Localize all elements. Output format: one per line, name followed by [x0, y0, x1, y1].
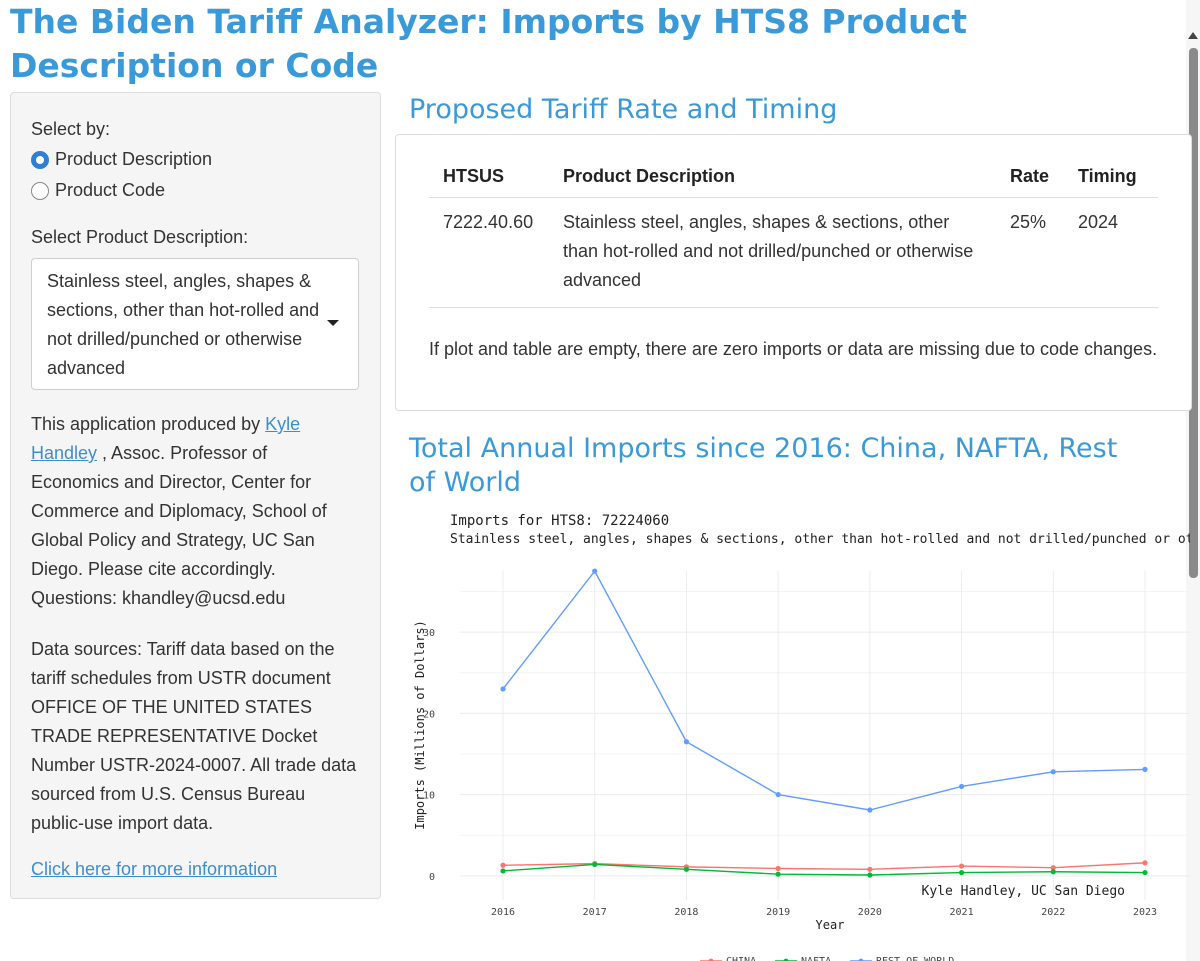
- chart-title: Imports for HTS8: 72224060: [450, 513, 669, 529]
- col-rate: Rate: [996, 157, 1064, 198]
- credit-prefix: This application produced by: [31, 414, 266, 434]
- legend-swatch-dot: [708, 958, 714, 961]
- table-header-row: HTSUS Product Description Rate Timing: [429, 157, 1158, 198]
- chart-caption: Kyle Handley, UC San Diego: [922, 884, 1126, 899]
- credit-suffix: , Assoc. Professor of Economics and Dire…: [31, 443, 327, 608]
- data-point: [592, 568, 598, 574]
- radio-label-code: Product Code: [55, 180, 166, 200]
- y-tick-label: 10: [423, 791, 435, 802]
- series-line: [502, 569, 1146, 811]
- series-line: [502, 862, 1146, 871]
- data-point: [958, 783, 965, 790]
- author-link[interactable]: Kyle Handley: [31, 414, 301, 463]
- data-point: [1142, 869, 1148, 876]
- legend-label: NAFTA: [801, 956, 831, 961]
- data-point: [958, 869, 965, 876]
- data-point: [683, 866, 690, 872]
- radio-label-description: Product Description: [55, 149, 213, 169]
- legend-swatch-dot: [783, 958, 789, 961]
- radio-checked-icon[interactable]: [31, 150, 49, 169]
- col-description: Product Description: [549, 157, 996, 198]
- cell-htsus: 7222.40.60: [429, 197, 549, 308]
- scroll-up-arrow-icon[interactable]: [1188, 32, 1198, 39]
- data-point: [775, 871, 781, 877]
- y-tick-label: 20: [423, 709, 435, 720]
- data-sources-paragraph: Data sources: Tariff data based on the t…: [31, 639, 357, 833]
- product-description-select[interactable]: Stainless steel, angles, shapes & sectio…: [31, 258, 359, 390]
- data-point: [867, 866, 873, 872]
- rate-panel: HTSUS Product Description Rate Timing 72…: [395, 134, 1192, 411]
- chart-subtitle: Stainless steel, angles, shapes & sectio…: [450, 532, 1190, 547]
- y-axis-label: Imports (Millions of Dollars): [413, 620, 427, 830]
- imports-chart: Imports for HTS8: 72224060 Stainless ste…: [400, 505, 1200, 961]
- col-htsus: HTSUS: [429, 157, 549, 198]
- radio-product-description[interactable]: Product Description: [31, 144, 360, 175]
- data-point: [1050, 865, 1056, 871]
- chart-legend: CHINA NAFTA REST OF WORLD: [700, 956, 954, 961]
- legend-label: REST OF WORLD: [876, 956, 954, 961]
- cell-timing: 2024: [1064, 197, 1158, 308]
- rate-table: HTSUS Product Description Rate Timing 72…: [429, 157, 1158, 308]
- data-point: [1142, 766, 1148, 772]
- imports-chart-svg: Imports for HTS8: 72224060 Stainless ste…: [413, 513, 1200, 961]
- series-line: [502, 863, 1146, 876]
- data-point: [958, 863, 965, 869]
- x-tick-label: 2023: [1133, 907, 1157, 918]
- x-tick-label: 2019: [766, 907, 790, 918]
- data-point: [867, 807, 873, 813]
- x-tick-label: 2016: [491, 907, 515, 918]
- data-point: [867, 872, 873, 878]
- data-point: [683, 739, 690, 745]
- table-row: 7222.40.60 Stainless steel, angles, shap…: [429, 197, 1158, 308]
- selected-description-value: Stainless steel, angles, shapes & sectio…: [47, 271, 320, 378]
- x-axis-label: Year: [816, 918, 845, 932]
- col-timing: Timing: [1064, 157, 1158, 198]
- x-tick-label: 2022: [1041, 907, 1065, 918]
- data-point: [500, 868, 506, 874]
- cell-rate: 25%: [996, 197, 1064, 308]
- radio-product-code[interactable]: Product Code: [31, 175, 360, 206]
- data-point: [592, 861, 598, 868]
- select-description-label: Select Product Description:: [31, 227, 249, 247]
- imports-section-title: Total Annual Imports since 2016: China, …: [409, 433, 1118, 498]
- chart-gridlines: [460, 571, 1190, 900]
- x-tick-label: 2018: [674, 907, 698, 918]
- y-tick-label: 30: [423, 628, 435, 639]
- data-point: [500, 862, 506, 868]
- page-title: The Biden Tariff Analyzer: Imports by HT…: [10, 2, 968, 85]
- more-info-link[interactable]: Click here for more information: [31, 859, 278, 879]
- chart-series: [500, 568, 1148, 878]
- empty-data-note: If plot and table are empty, there are z…: [429, 339, 1158, 359]
- y-tick-label: 0: [429, 872, 435, 883]
- cell-description: Stainless steel, angles, shapes & sectio…: [549, 197, 996, 308]
- legend-label: CHINA: [726, 956, 756, 961]
- credit-paragraph: This application produced by Kyle Handle…: [31, 410, 360, 613]
- data-point: [1050, 869, 1056, 875]
- data-point: [775, 865, 781, 872]
- data-point: [500, 686, 506, 692]
- x-tick-label: 2017: [583, 907, 607, 918]
- select-by-label: Select by:: [31, 119, 111, 139]
- x-tick-label: 2021: [950, 907, 974, 918]
- chart-ticks: 0 10 20 30 2016 2017 2018 2019 2020 2021 2022 2023: [423, 628, 1157, 918]
- sidebar-panel: Select by: Product Description Product C…: [10, 92, 381, 899]
- scroll-thumb[interactable]: [1189, 48, 1198, 578]
- rate-section-title: Proposed Tariff Rate and Timing: [409, 94, 838, 125]
- data-point: [1050, 769, 1056, 775]
- radio-unchecked-icon[interactable]: [31, 181, 49, 200]
- data-point: [1142, 860, 1148, 866]
- data-point: [775, 791, 781, 798]
- dropdown-caret-icon[interactable]: [327, 320, 339, 326]
- x-tick-label: 2020: [858, 907, 882, 918]
- legend-swatch-dot: [858, 958, 864, 961]
